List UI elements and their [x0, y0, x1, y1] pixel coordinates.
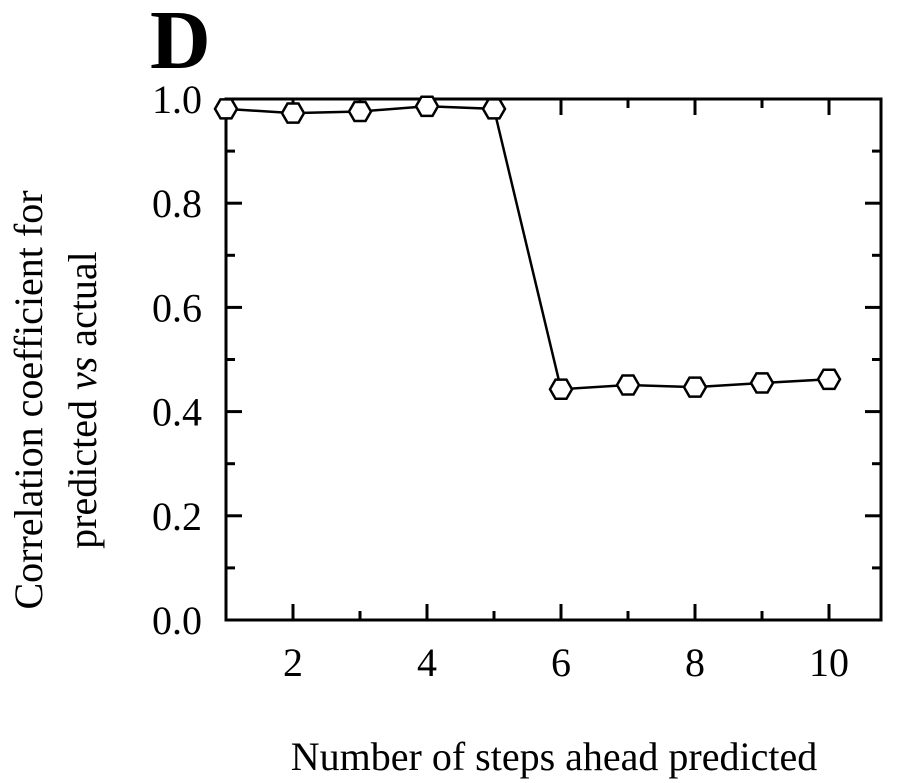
y-axis-title-post: actual: [60, 251, 105, 357]
data-point: [280, 102, 306, 124]
x-tick-label: 6: [551, 640, 571, 685]
y-axis-title-italic: vs: [60, 357, 105, 390]
y-axis-title-pre: predicted: [60, 390, 105, 549]
data-point: [414, 95, 440, 118]
x-axis-title: Number of steps ahead predicted: [291, 734, 817, 779]
y-axis-title-line1: Correlation coefficient for: [6, 190, 51, 609]
tick-labels: 2 4 6 8 10 0.0 0.2 0.4 0.6 0.8 1.0: [152, 77, 849, 685]
x-tick-label: 8: [685, 640, 705, 685]
data-point: [682, 376, 708, 398]
data-point: [816, 368, 842, 391]
data-point: [749, 372, 775, 394]
x-tick-label: 2: [283, 640, 303, 685]
y-tick-label: 0.8: [152, 181, 202, 226]
y-tick-label: 1.0: [152, 77, 202, 122]
x-tick-label: 4: [417, 640, 437, 685]
data-point: [548, 378, 574, 400]
y-tick-label: 0.6: [152, 285, 202, 330]
data-series: [213, 95, 842, 400]
series-line: [225, 105, 830, 391]
data-point: [481, 98, 507, 120]
y-tick-label: 0.2: [152, 494, 202, 539]
data-point: [347, 100, 373, 123]
data-point: [615, 374, 641, 396]
y-axis-title-line2: predicted vs actual: [60, 251, 105, 549]
y-tick-label: 0.4: [152, 390, 202, 435]
x-tick-label: 10: [809, 640, 849, 685]
y-tick-label: 0.0: [152, 598, 202, 643]
panel-label: D: [150, 0, 211, 87]
data-point: [213, 98, 239, 120]
y-axis-title: Correlation coefficient for predicted vs…: [6, 190, 105, 609]
